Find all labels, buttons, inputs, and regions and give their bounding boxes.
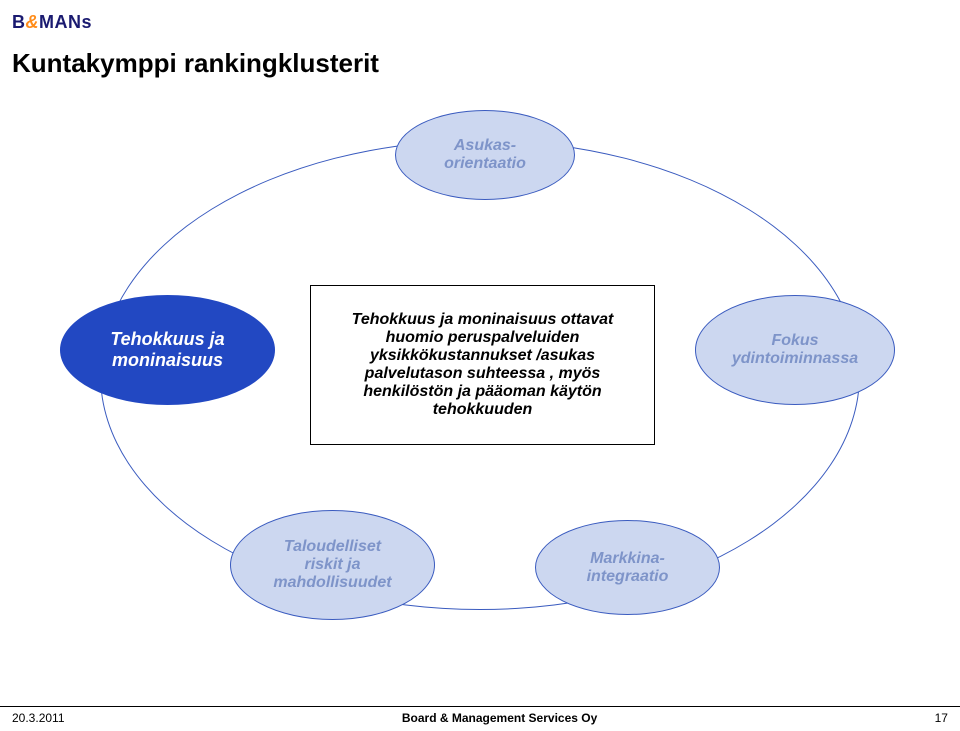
ellipse-fokus-label: Fokus ydintoiminnassa	[732, 332, 858, 368]
ellipse-tehokkuus: Tehokkuus ja moninaisuus	[60, 295, 275, 405]
ellipse-fokus: Fokus ydintoiminnassa	[695, 295, 895, 405]
ellipse-taloudelliset: Taloudelliset riskit ja mahdollisuudet	[230, 510, 435, 620]
center-description-text: Tehokkuus ja moninaisuus ottavat huomio …	[352, 311, 614, 419]
ellipse-markkina-label: Markkina- integraatio	[587, 550, 669, 586]
logo-b-right: MANs	[39, 12, 92, 32]
ellipse-tehokkuus-label: Tehokkuus ja moninaisuus	[110, 329, 224, 371]
footer-page-number: 17	[935, 711, 948, 725]
ellipse-markkina: Markkina- integraatio	[535, 520, 720, 615]
logo-amp: &	[26, 12, 40, 32]
ellipse-taloudelliset-label: Taloudelliset riskit ja mahdollisuudet	[273, 538, 391, 592]
diagram-area: Tehokkuus ja moninaisuus ottavat huomio …	[0, 100, 960, 660]
page: B&MANs Kuntakymppi rankingklusterit Teho…	[0, 0, 960, 731]
footer: 20.3.2011 Board & Management Services Oy…	[0, 706, 960, 731]
ellipse-asukas-label: Asukas- orientaatio	[444, 137, 526, 173]
center-description-box: Tehokkuus ja moninaisuus ottavat huomio …	[310, 285, 655, 445]
footer-company: Board & Management Services Oy	[402, 711, 597, 725]
ellipse-asukas: Asukas- orientaatio	[395, 110, 575, 200]
page-title: Kuntakymppi rankingklusterit	[12, 48, 379, 79]
footer-date: 20.3.2011	[12, 711, 65, 725]
logo: B&MANs	[12, 12, 92, 33]
logo-b-left: B	[12, 12, 26, 32]
